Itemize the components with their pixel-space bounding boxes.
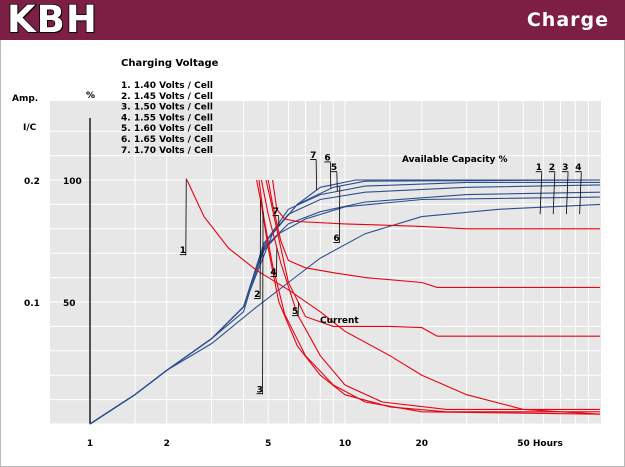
current-curve-7 <box>272 179 600 230</box>
left-axis-label: Amp. <box>12 94 38 104</box>
curve-label-2: 2 <box>254 290 260 300</box>
legend-item: 2. 1.45 Volts / Cell <box>121 92 213 102</box>
section-title: Charge <box>526 9 609 31</box>
curve-label-3: 3 <box>562 163 568 173</box>
amp-tick-label: 0.2 <box>24 177 40 187</box>
curve-label-5: 5 <box>292 307 298 317</box>
x-tick-label: 20 <box>415 439 428 449</box>
curve-label-7: 7 <box>310 151 316 161</box>
label-leader <box>552 172 556 215</box>
left-axis-sublabel: I/C <box>23 123 37 133</box>
legend-item: 4. 1.55 Volts / Cell <box>121 113 213 123</box>
curve-label-6: 6 <box>333 234 339 244</box>
legend-item: 1. 1.40 Volts / Cell <box>121 81 213 91</box>
percent-tick-label: 50 <box>63 299 76 309</box>
capacity-curves <box>89 179 601 425</box>
current-curve-2 <box>256 179 600 413</box>
curve-label-2: 2 <box>549 163 555 173</box>
axis-ticks: 1 2 5 10 20 50 Hours 0.2 0.1 100 50 <box>24 177 563 449</box>
current-annotation: Current <box>320 316 359 326</box>
amp-tick-label: 0.1 <box>24 299 40 309</box>
current-curves <box>186 179 601 415</box>
capacity-annotation: Available Capacity % <box>402 155 508 165</box>
capacity-curve-7 <box>89 179 600 425</box>
curve-label-4: 4 <box>575 163 581 173</box>
current-curve-1 <box>186 179 601 415</box>
right-axis-label: % <box>86 91 95 101</box>
legend-item: 5. 1.60 Volts / Cell <box>121 124 213 134</box>
x-tick-label: 50 Hours <box>517 439 563 449</box>
x-tick-label: 1 <box>87 439 93 449</box>
curve-label-1: 1 <box>536 163 542 173</box>
current-curve-3 <box>258 179 601 415</box>
curve-label-7: 7 <box>273 207 279 217</box>
percent-tick-label: 100 <box>63 177 82 187</box>
chart-title: Charging Voltage <box>121 58 219 69</box>
current-curve-5 <box>265 179 600 337</box>
curve-label-3: 3 <box>257 385 263 395</box>
x-tick-label: 2 <box>164 439 170 449</box>
x-tick-label: 10 <box>339 439 352 449</box>
label-leader <box>579 172 582 215</box>
label-leader <box>566 172 569 215</box>
legend-item: 3. 1.50 Volts / Cell <box>121 103 213 113</box>
x-tick-label: 5 <box>265 439 271 449</box>
legend-item: 7. 1.70 Volts / Cell <box>121 146 213 156</box>
legend-item: 6. 1.65 Volts / Cell <box>121 135 213 145</box>
curve-label-4: 4 <box>270 268 276 278</box>
curve-label-5: 5 <box>331 163 337 173</box>
header-bar: KBH Charge <box>0 0 625 40</box>
current-curve-4 <box>260 179 600 410</box>
curve-label-1: 1 <box>180 246 186 256</box>
plot-area <box>50 101 601 424</box>
curve-label-6: 6 <box>324 153 330 163</box>
label-leader <box>539 172 543 215</box>
current-curve-6 <box>267 179 600 288</box>
brand-logo: KBH <box>6 0 98 41</box>
